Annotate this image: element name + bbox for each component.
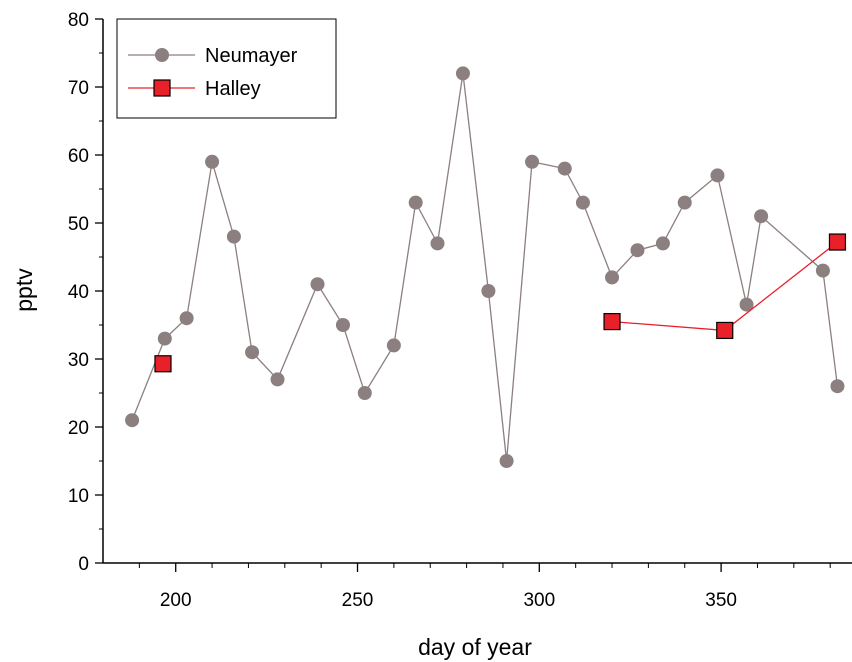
x-axis: 200 250 300 350	[103, 562, 852, 611]
x-tick-label: 250	[342, 590, 374, 611]
data-point-neumayer	[499, 454, 514, 468]
data-point-neumayer	[575, 195, 590, 210]
data-point-neumayer	[335, 318, 350, 332]
legend: Neumayer Halley	[116, 18, 337, 119]
y-tick-label: 40	[68, 282, 89, 303]
series-neumayer	[125, 66, 845, 468]
y-axis-title: pptv	[11, 268, 37, 312]
data-point-neumayer	[245, 345, 260, 360]
data-point-neumayer	[630, 243, 645, 258]
y-tick-label: 60	[68, 146, 89, 167]
data-point-neumayer	[270, 372, 285, 387]
legend-label-neumayer: Neumayer	[205, 45, 298, 67]
y-tick-label: 80	[68, 10, 89, 31]
legend-box	[116, 18, 337, 119]
series-line-halley	[611, 241, 838, 332]
data-point-halley	[828, 233, 847, 251]
legend-marker-halley	[153, 79, 171, 97]
data-point-neumayer	[157, 331, 172, 346]
legend-label-halley: Halley	[205, 78, 261, 100]
x-axis-title: day of year	[418, 634, 532, 660]
series-layer	[125, 66, 847, 468]
data-point-neumayer	[386, 338, 401, 353]
data-point-neumayer	[754, 209, 769, 224]
y-tick-label: 20	[68, 418, 89, 439]
data-point-halley	[154, 355, 172, 373]
data-point-neumayer	[408, 195, 423, 210]
y-axis: 0 10 20 30 40 50 60 70 80	[68, 10, 104, 575]
data-point-neumayer	[710, 168, 725, 183]
series-halley	[154, 233, 847, 373]
y-tick-label: 0	[78, 554, 89, 575]
data-point-neumayer	[310, 277, 325, 292]
x-tick-label: 200	[160, 590, 192, 611]
data-point-neumayer	[830, 379, 845, 394]
series-line-neumayer	[131, 73, 839, 462]
data-point-neumayer	[455, 66, 470, 81]
x-tick-label: 300	[523, 590, 555, 611]
data-point-halley	[603, 313, 621, 331]
data-point-neumayer	[815, 263, 830, 278]
data-point-neumayer	[605, 270, 620, 285]
data-point-neumayer	[430, 236, 445, 251]
data-point-neumayer	[179, 311, 194, 326]
data-point-neumayer	[739, 297, 754, 312]
data-point-halley	[716, 321, 734, 340]
data-point-neumayer	[481, 284, 496, 298]
y-tick-label: 50	[68, 214, 89, 235]
data-point-neumayer	[655, 236, 670, 251]
data-point-neumayer	[205, 154, 220, 169]
data-point-neumayer	[357, 386, 372, 400]
x-tick-label: 350	[705, 590, 737, 611]
data-point-neumayer	[557, 161, 572, 176]
data-point-neumayer	[677, 195, 692, 210]
y-tick-label: 30	[68, 350, 89, 371]
y-tick-label: 10	[68, 486, 89, 507]
data-point-neumayer	[125, 413, 140, 428]
y-tick-label: 70	[68, 78, 89, 99]
data-point-neumayer	[226, 229, 241, 244]
data-point-neumayer	[525, 154, 540, 169]
legend-marker-neumayer	[155, 48, 169, 62]
